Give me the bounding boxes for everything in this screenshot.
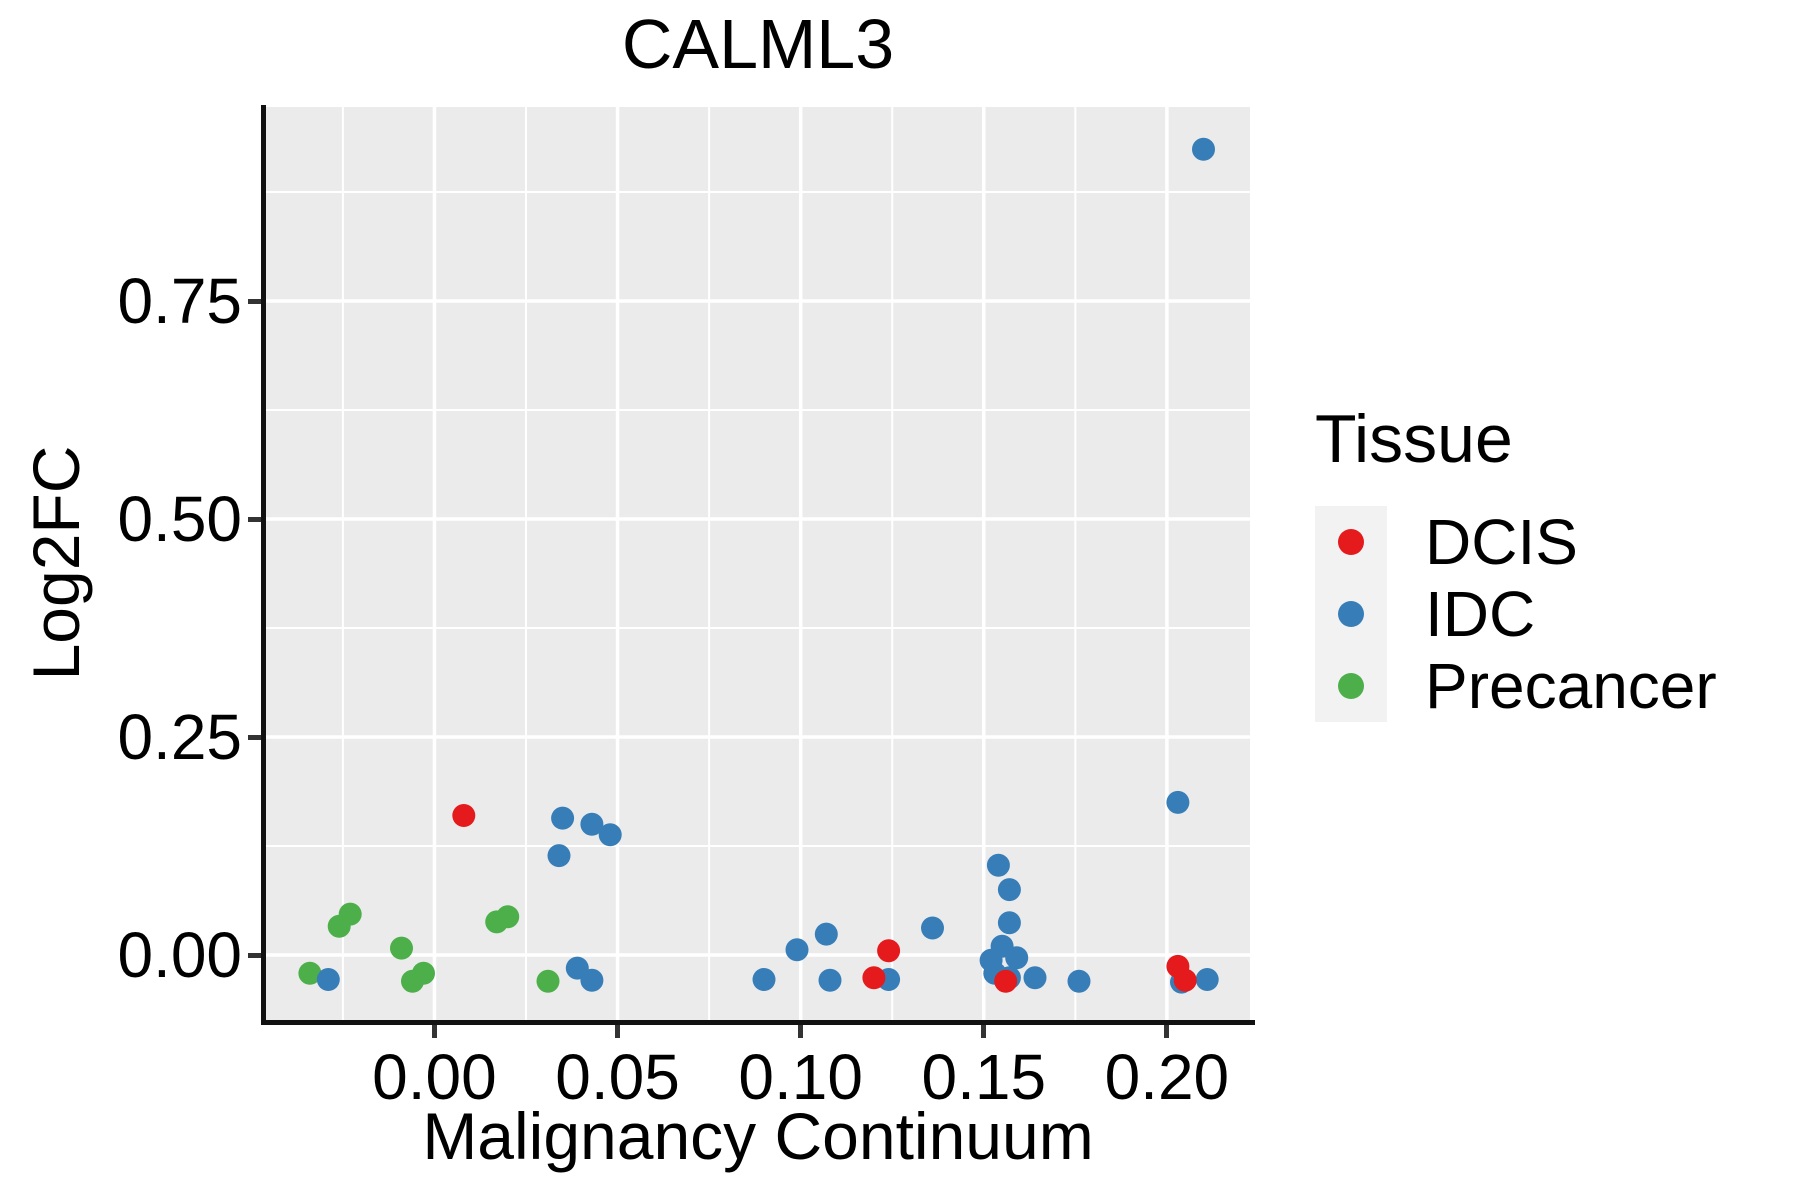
y-tick-mark (248, 516, 261, 522)
y-tick-mark (248, 734, 261, 740)
y-tick-label: 0.50 (117, 483, 242, 556)
legend-key (1315, 650, 1387, 722)
data-point-precancer (536, 969, 560, 993)
x-tick-mark (981, 1025, 987, 1038)
y-tick-label: 0.25 (117, 701, 242, 774)
data-point-idc (580, 968, 604, 992)
data-point-idc (547, 844, 571, 868)
y-axis-title: Log2FC (19, 445, 93, 681)
data-point-dcis (994, 969, 1018, 993)
legend-label-precancer: Precancer (1425, 650, 1717, 722)
x-tick-mark (615, 1025, 621, 1038)
data-point-idc (598, 823, 622, 847)
data-point-precancer (338, 902, 362, 926)
data-point-dcis (1173, 968, 1197, 992)
legend-label-dcis: DCIS (1425, 506, 1578, 578)
x-tick-label: 0.20 (1104, 1041, 1230, 1113)
x-tick-mark (1164, 1025, 1170, 1038)
y-tick-label: 0.00 (117, 919, 242, 992)
scatter-plot (266, 107, 1250, 1020)
x-tick-label: 0.10 (738, 1041, 863, 1113)
legend-label-idc: IDC (1425, 578, 1536, 650)
x-tick-mark (431, 1025, 437, 1038)
data-point-idc (818, 968, 842, 992)
data-point-idc (814, 922, 838, 946)
data-point-idc (1195, 968, 1219, 991)
legend-title: Tissue (1315, 401, 1513, 477)
data-point-dcis (452, 804, 476, 827)
legend-key (1315, 506, 1387, 578)
data-point-idc (752, 968, 776, 991)
data-point-idc (997, 878, 1021, 902)
data-point-precancer (390, 936, 413, 960)
x-tick-mark (798, 1025, 804, 1038)
legend-key (1315, 578, 1387, 650)
legend-item-precancer: Precancer (1315, 650, 1717, 722)
y-axis-line (261, 105, 266, 1025)
precancer-dot-icon (1338, 673, 1364, 699)
data-point-idc (1166, 790, 1190, 814)
data-point-idc (316, 968, 340, 991)
idc-dot-icon (1338, 601, 1364, 627)
data-point-precancer (298, 961, 322, 985)
y-tick-label: 0.75 (117, 265, 242, 338)
y-tick-mark (248, 298, 261, 304)
legend: Tissue DCIS IDC Precancer (1315, 400, 1717, 722)
x-tick-label: 0.15 (921, 1041, 1047, 1113)
x-axis-line (261, 1020, 1255, 1025)
legend-item-dcis: DCIS (1315, 506, 1717, 578)
data-point-idc (997, 911, 1021, 935)
data-point-dcis (877, 939, 901, 963)
plot-title: CALML3 (621, 5, 895, 83)
data-point-idc (580, 812, 604, 836)
data-point-idc (785, 938, 809, 962)
data-point-precancer (412, 961, 435, 985)
data-point-idc (921, 916, 944, 940)
plot-panel (266, 107, 1250, 1020)
data-point-idc (551, 806, 575, 830)
data-point-precancer (496, 905, 520, 929)
x-tick-label: 0.00 (372, 1041, 497, 1113)
data-point-dcis (862, 966, 886, 990)
data-point-idc (1192, 137, 1215, 161)
x-axis-title: Malignancy Continuum (422, 1099, 1094, 1173)
data-point-idc (1067, 969, 1091, 993)
dcis-dot-icon (1338, 529, 1364, 555)
legend-item-idc: IDC (1315, 578, 1717, 650)
data-point-idc (1023, 966, 1047, 990)
data-point-idc (986, 853, 1010, 877)
data-point-idc (1005, 946, 1029, 970)
x-tick-label: 0.05 (555, 1041, 680, 1113)
y-tick-mark (248, 952, 261, 958)
